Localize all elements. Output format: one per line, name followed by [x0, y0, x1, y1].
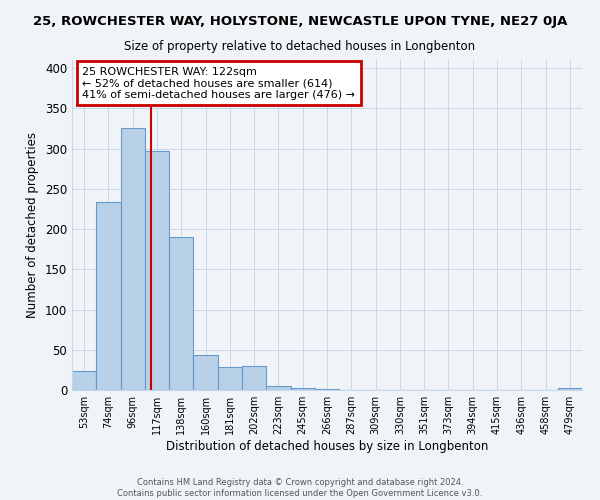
- Bar: [315, 389, 339, 390]
- X-axis label: Distribution of detached houses by size in Longbenton: Distribution of detached houses by size …: [166, 440, 488, 453]
- Bar: [72, 372, 96, 390]
- Bar: [121, 128, 145, 390]
- Text: Contains HM Land Registry data © Crown copyright and database right 2024.
Contai: Contains HM Land Registry data © Crown c…: [118, 478, 482, 498]
- Bar: [96, 202, 121, 390]
- Bar: [290, 388, 315, 390]
- Bar: [558, 388, 582, 390]
- Bar: [242, 366, 266, 390]
- Bar: [145, 151, 169, 390]
- Bar: [169, 237, 193, 390]
- Bar: [218, 366, 242, 390]
- Bar: [266, 386, 290, 390]
- Text: Size of property relative to detached houses in Longbenton: Size of property relative to detached ho…: [124, 40, 476, 53]
- Y-axis label: Number of detached properties: Number of detached properties: [26, 132, 40, 318]
- Text: 25 ROWCHESTER WAY: 122sqm
← 52% of detached houses are smaller (614)
41% of semi: 25 ROWCHESTER WAY: 122sqm ← 52% of detac…: [82, 66, 355, 100]
- Text: 25, ROWCHESTER WAY, HOLYSTONE, NEWCASTLE UPON TYNE, NE27 0JA: 25, ROWCHESTER WAY, HOLYSTONE, NEWCASTLE…: [33, 15, 567, 28]
- Bar: [193, 356, 218, 390]
